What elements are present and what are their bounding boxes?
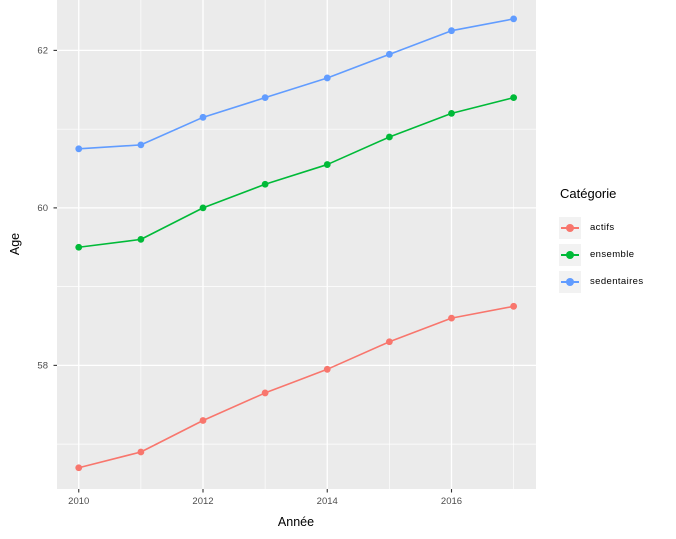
data-point-sedentaires-2012: [199, 113, 207, 121]
data-point-ensemble-2012: [199, 204, 207, 212]
series-line-ensemble: [77, 96, 515, 249]
legend-item-actifs: actifs: [559, 216, 675, 239]
x-tick-label: 2010: [68, 496, 89, 507]
data-point-sedentaires-2016: [448, 27, 455, 35]
data-point-ensemble-2016: [448, 109, 455, 117]
y-axis-title: Age: [8, 232, 22, 256]
data-point-actifs-2014: [323, 365, 331, 373]
data-point-sedentaires-2015: [385, 50, 393, 58]
series-line-sedentaires: [77, 18, 515, 150]
y-tick-label: 58: [37, 361, 48, 372]
legend-key-dot: [566, 277, 574, 286]
data-point-sedentaires-2014: [323, 74, 331, 82]
series-line-actifs: [77, 305, 515, 469]
data-point-sedentaires-2017: [510, 15, 518, 23]
data-point-actifs-2011: [137, 448, 145, 456]
legend-item-sedentaires: sedentaires: [559, 270, 675, 293]
data-point-ensemble-2010: [75, 243, 83, 251]
legend-key-dot: [566, 223, 574, 232]
legend-item-label: sedentaires: [590, 276, 644, 288]
x-tick-label: 2014: [317, 496, 338, 507]
legend-item-label: actifs: [590, 222, 615, 234]
legend-item-ensemble: ensemble: [559, 243, 675, 266]
x-axis-title: Année: [277, 515, 315, 529]
y-tick-label: 60: [37, 203, 48, 214]
data-point-ensemble-2015: [385, 133, 393, 141]
data-point-actifs-2015: [385, 338, 393, 346]
legend-key-dot: [566, 250, 574, 259]
legend-key-icon: [559, 270, 581, 293]
legend: Catégorie actifs ensemble sedentaires: [559, 186, 675, 298]
data-point-ensemble-2013: [261, 180, 269, 188]
data-point-actifs-2013: [261, 389, 269, 397]
legend-items: actifs ensemble sedentaires: [559, 216, 675, 293]
data-point-ensemble-2011: [137, 235, 145, 243]
x-tick-label: 2016: [441, 496, 462, 507]
data-point-actifs-2017: [510, 302, 518, 310]
legend-key-icon: [559, 216, 581, 239]
data-point-actifs-2010: [75, 464, 83, 472]
data-point-actifs-2016: [448, 314, 455, 322]
data-point-sedentaires-2010: [75, 145, 83, 153]
legend-key-icon: [559, 243, 581, 266]
legend-item-label: ensemble: [590, 249, 635, 261]
data-point-sedentaires-2013: [261, 94, 269, 102]
data-point-actifs-2012: [199, 417, 207, 424]
data-point-ensemble-2017: [510, 94, 518, 102]
data-point-sedentaires-2011: [137, 141, 145, 149]
legend-title: Catégorie: [560, 186, 617, 201]
x-tick-label: 2012: [192, 496, 213, 507]
y-tick-label: 62: [37, 46, 48, 57]
data-point-ensemble-2014: [323, 161, 331, 168]
panel-background: [57, 0, 536, 489]
